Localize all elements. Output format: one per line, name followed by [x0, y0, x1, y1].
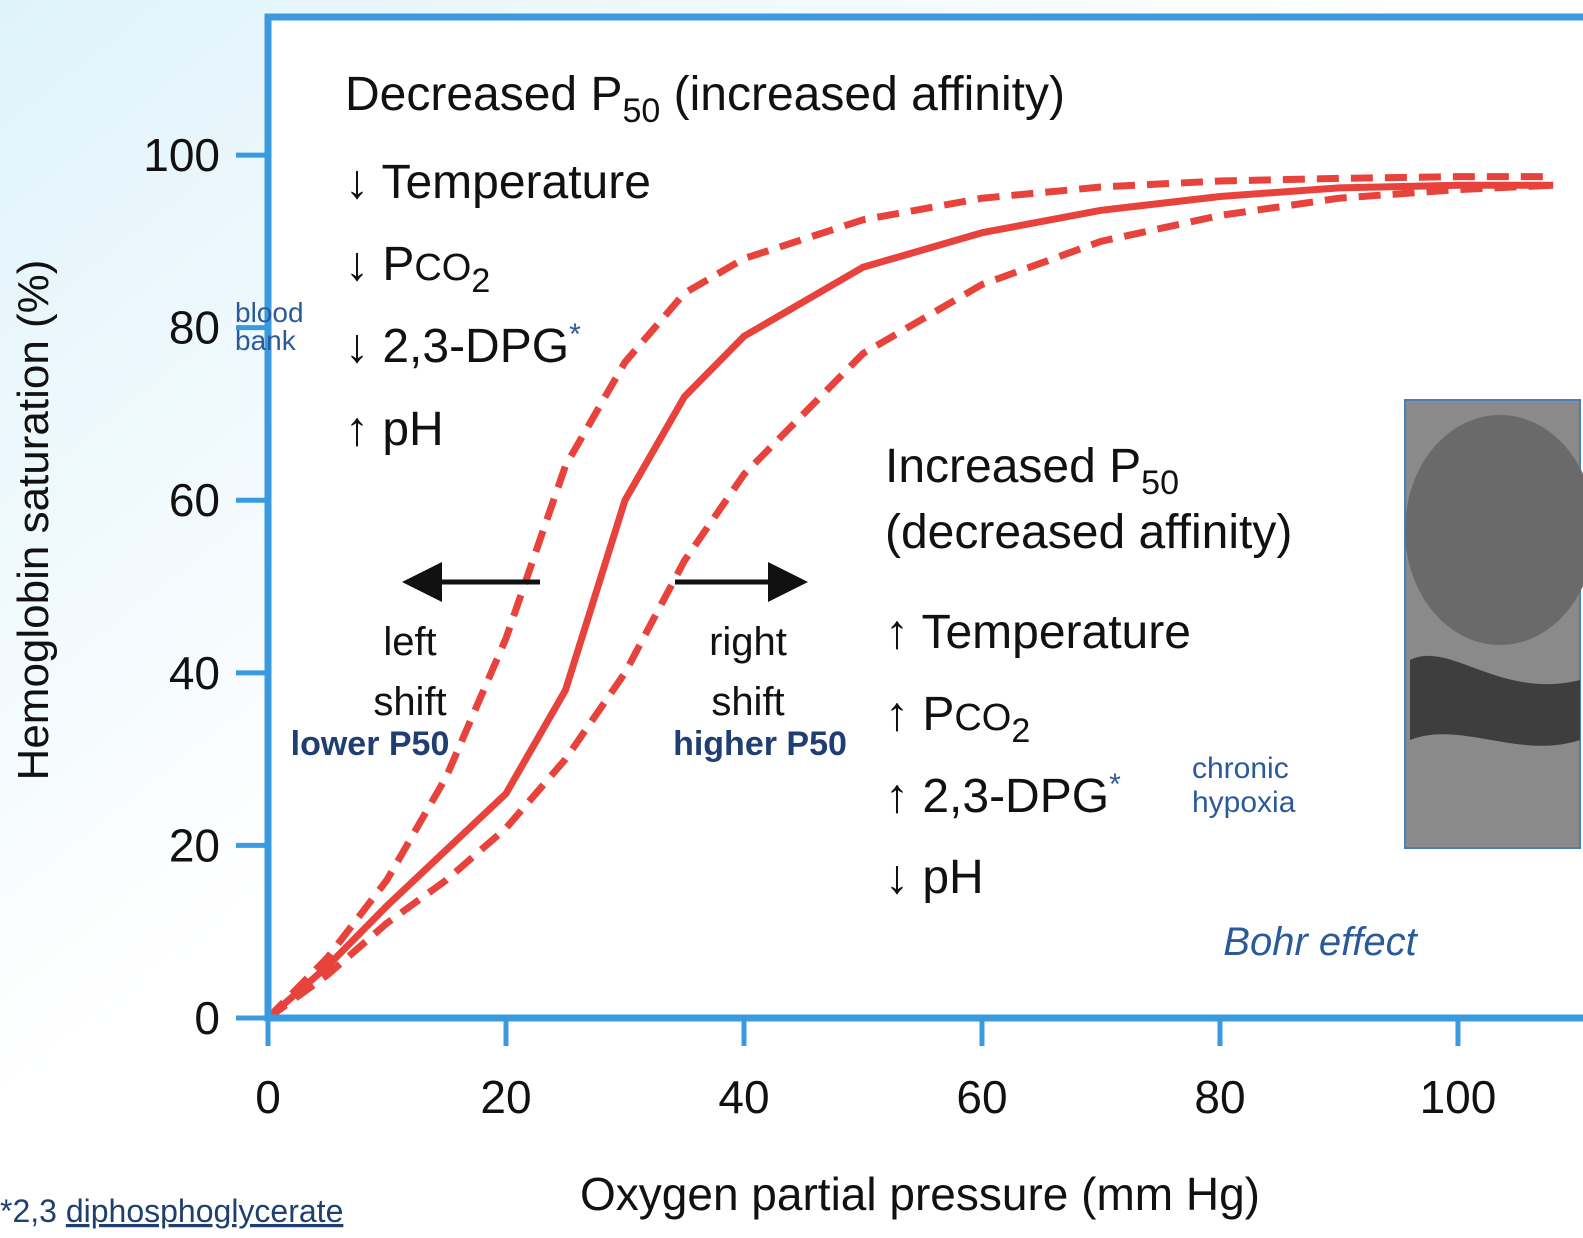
- x-tick-label: 40: [718, 1071, 769, 1123]
- annotation: left: [383, 620, 436, 664]
- x-tick-label: 80: [1194, 1071, 1245, 1123]
- annotation: ↑ pH: [345, 403, 444, 456]
- plot-frame: [264, 13, 1583, 1022]
- micrograph-cell: [1405, 415, 1583, 645]
- y-tick-label: 80: [169, 302, 220, 354]
- annotation: Increased P50: [885, 440, 1179, 502]
- annotation: ↑ PCO2: [885, 688, 1030, 750]
- y-tick-label: 100: [143, 129, 220, 181]
- annotation-note: chronic: [1192, 752, 1289, 785]
- x-axis-label: Oxygen partial pressure (mm Hg): [580, 1168, 1260, 1220]
- annotation: ↓ pH: [885, 851, 984, 904]
- annotation: lower P50: [291, 725, 450, 763]
- annotation: ↑ 2,3-DPG*: [885, 768, 1121, 823]
- annotation: ↓ PCO2: [345, 238, 490, 300]
- annotation: ↓ Temperature: [345, 156, 651, 209]
- y-tick-label: 20: [169, 819, 220, 871]
- annotation-note: bank: [235, 325, 297, 356]
- y-tick-label: 60: [169, 474, 220, 526]
- annotation-note: blood: [235, 297, 304, 328]
- annotation: higher P50: [673, 725, 847, 763]
- annotation: (decreased affinity): [885, 506, 1292, 559]
- annotation: right: [709, 620, 787, 664]
- dashed-curve: [265, 181, 1554, 1021]
- solid-curve: [265, 181, 1554, 1021]
- x-tick-label: 100: [1420, 1071, 1497, 1123]
- dashed-curve: [265, 173, 1554, 1021]
- y-tick-label: 40: [169, 647, 220, 699]
- footnote: *2,3 diphosphoglycerate: [0, 1193, 343, 1229]
- y-axis-label: Hemoglobin saturation (%): [9, 260, 58, 781]
- annotation: ↑ Temperature: [885, 606, 1191, 659]
- micrograph-texture: [1410, 655, 1580, 746]
- x-tick-label: 0: [255, 1071, 281, 1123]
- plot-area: [268, 17, 1580, 1018]
- annotation: Decreased P50 (increased affinity): [345, 68, 1065, 130]
- x-tick-label: 20: [480, 1071, 531, 1123]
- annotation: Bohr effect: [1223, 920, 1418, 964]
- annotation: shift: [711, 680, 784, 724]
- x-tick-label: 60: [956, 1071, 1007, 1123]
- annotation-note: hypoxia: [1192, 786, 1296, 819]
- annotation: ↓ 2,3-DPG*: [345, 318, 581, 373]
- annotation: shift: [373, 680, 446, 724]
- y-tick-label: 0: [194, 992, 220, 1044]
